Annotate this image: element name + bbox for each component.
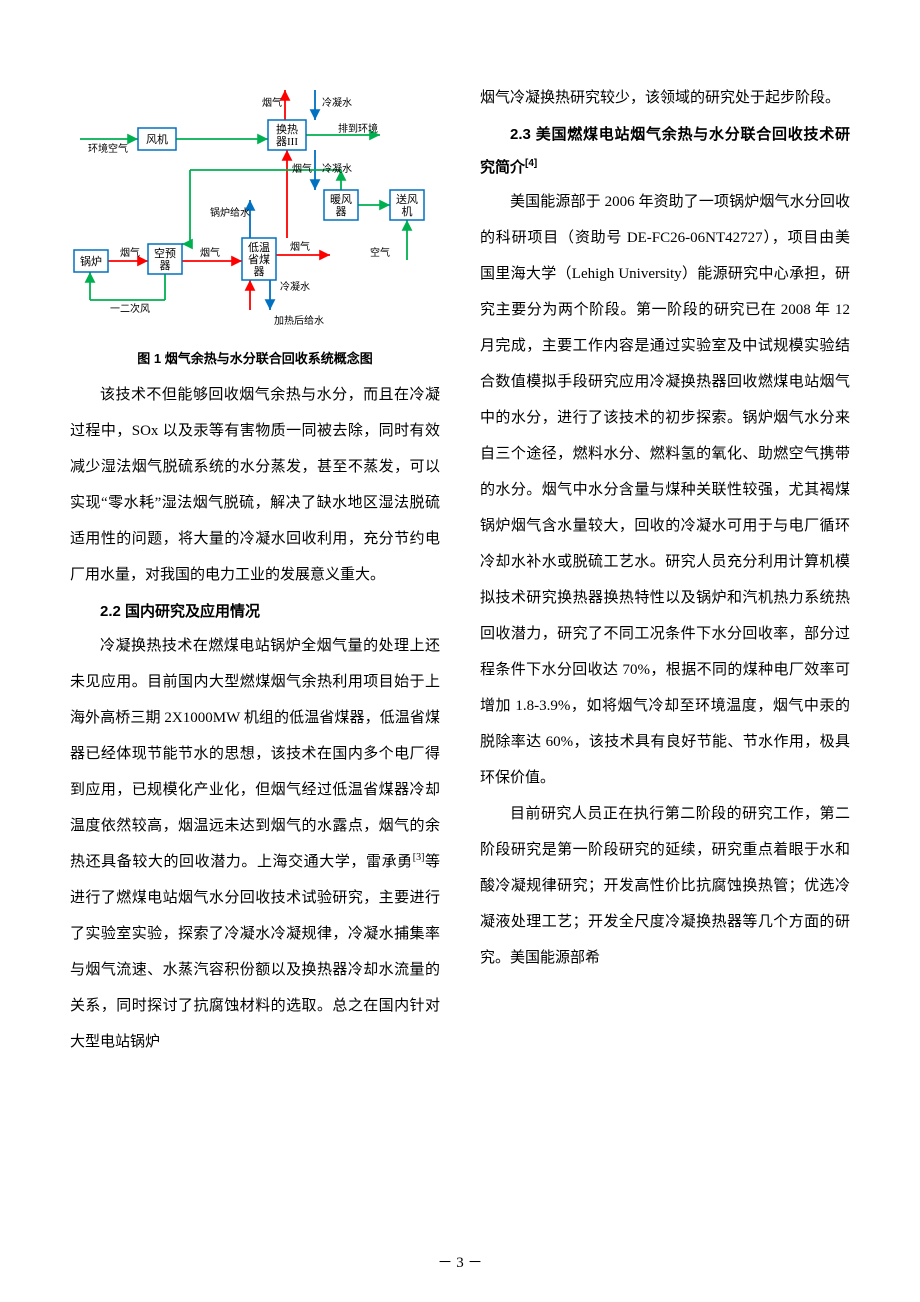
svg-text:送风: 送风 bbox=[396, 192, 418, 206]
svg-text:换热: 换热 bbox=[276, 122, 298, 136]
svg-text:一二次风: 一二次风 bbox=[110, 302, 150, 315]
svg-text:烟气: 烟气 bbox=[200, 246, 220, 259]
ref-4: [4] bbox=[525, 158, 537, 169]
svg-text:机: 机 bbox=[402, 204, 413, 218]
svg-text:烟气: 烟气 bbox=[292, 162, 312, 175]
svg-text:锅炉给水: 锅炉给水 bbox=[210, 206, 250, 219]
svg-text:锅炉: 锅炉 bbox=[80, 255, 102, 268]
right-column: 烟气冷凝换热研究较少，该领域的研究处于起步阶段。 2.3 美国燃煤电站烟气余热与… bbox=[480, 80, 850, 1220]
flow-diagram-svg: 风机换热器III暖风器送风机锅炉空预器低温省煤器 烟气冷凝水环境空气排到环境烟气… bbox=[70, 80, 440, 340]
svg-text:冷凝水: 冷凝水 bbox=[280, 280, 310, 293]
svg-text:烟气: 烟气 bbox=[290, 240, 310, 253]
ref-3: [3] bbox=[413, 852, 425, 863]
left-p2a: 冷凝换热技术在燃煤电站锅炉全烟气量的处理上还未见应用。目前国内大型燃煤烟气余热利… bbox=[70, 638, 440, 870]
page-number: － 3 － bbox=[0, 1251, 920, 1272]
figure-1-diagram: 风机换热器III暖风器送风机锅炉空预器低温省煤器 烟气冷凝水环境空气排到环境烟气… bbox=[70, 80, 440, 340]
page-columns: 风机换热器III暖风器送风机锅炉空预器低温省煤器 烟气冷凝水环境空气排到环境烟气… bbox=[70, 80, 850, 1220]
svg-text:排到环境: 排到环境 bbox=[338, 122, 378, 135]
right-para-1: 美国能源部于 2006 年资助了一项锅炉烟气水分回收的科研项目（资助号 DE-F… bbox=[480, 184, 850, 796]
right-para-2: 目前研究人员正在执行第二阶段的研究工作，第二阶段研究是第一阶段研究的延续，研究重… bbox=[480, 796, 850, 976]
section-2-2-heading: 2.2 国内研究及应用情况 bbox=[70, 595, 440, 628]
svg-text:暖风: 暖风 bbox=[330, 193, 352, 206]
svg-text:器: 器 bbox=[254, 265, 265, 278]
svg-text:冷凝水: 冷凝水 bbox=[322, 162, 352, 175]
svg-text:空预: 空预 bbox=[154, 246, 176, 260]
svg-text:省煤: 省煤 bbox=[248, 253, 270, 266]
svg-text:加热后给水: 加热后给水 bbox=[274, 314, 324, 327]
svg-text:烟气: 烟气 bbox=[120, 246, 140, 259]
svg-text:烟气: 烟气 bbox=[262, 96, 282, 109]
svg-text:空气: 空气 bbox=[370, 246, 390, 259]
svg-text:低温: 低温 bbox=[248, 241, 270, 254]
svg-text:器: 器 bbox=[336, 205, 347, 218]
svg-text:冷凝水: 冷凝水 bbox=[322, 96, 352, 109]
svg-text:器: 器 bbox=[160, 259, 171, 272]
svg-text:风机: 风机 bbox=[146, 132, 168, 146]
svg-text:环境空气: 环境空气 bbox=[88, 142, 128, 155]
left-p2b: 等进行了燃煤电站烟气水分回收技术试验研究，主要进行了实验室实验，探索了冷凝水冷凝… bbox=[70, 854, 440, 1050]
svg-text:器III: 器III bbox=[276, 135, 298, 148]
figure-1-caption: 图 1 烟气余热与水分联合回收系统概念图 bbox=[70, 348, 440, 367]
left-column: 风机换热器III暖风器送风机锅炉空预器低温省煤器 烟气冷凝水环境空气排到环境烟气… bbox=[70, 80, 440, 1220]
left-para-2: 冷凝换热技术在燃煤电站锅炉全烟气量的处理上还未见应用。目前国内大型燃煤烟气余热利… bbox=[70, 628, 440, 1060]
section-2-3-heading: 2.3 美国燃煤电站烟气余热与水分联合回收技术研究简介[4] bbox=[480, 118, 850, 184]
left-para-1: 该技术不但能够回收烟气余热与水分，而且在冷凝过程中，SOx 以及汞等有害物质一同… bbox=[70, 377, 440, 593]
right-para-0: 烟气冷凝换热研究较少，该领域的研究处于起步阶段。 bbox=[480, 80, 850, 116]
